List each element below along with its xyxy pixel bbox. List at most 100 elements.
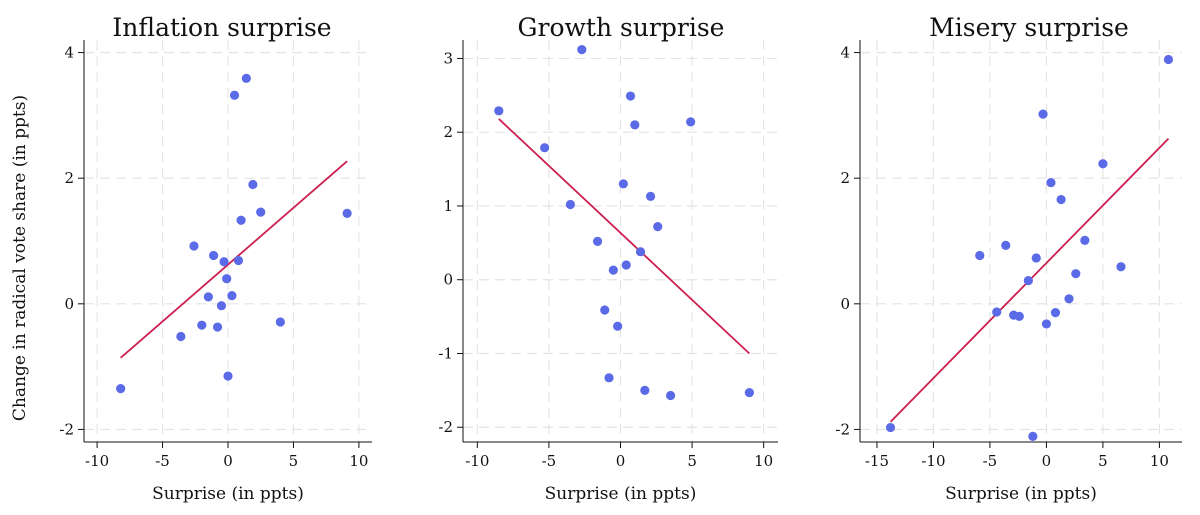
scatter-point	[494, 106, 504, 116]
fit-line	[120, 160, 348, 359]
scatter-point	[666, 390, 676, 401]
x-tick-label: -5	[983, 452, 998, 470]
scatter-point	[233, 255, 244, 266]
x-tick-label: -10	[465, 452, 489, 470]
scatter-point	[540, 143, 550, 153]
scatter-point	[1023, 275, 1033, 286]
fit-line	[498, 118, 750, 355]
scatter-point	[565, 199, 575, 210]
scatter-point	[256, 207, 266, 217]
scatter-point	[1071, 269, 1081, 279]
x-axis-label: Surprise (in ppts)	[945, 484, 1097, 504]
scatter-point	[744, 387, 754, 398]
scatter-point	[625, 91, 636, 101]
scatter-point	[248, 179, 258, 190]
y-tick-label: 2	[443, 123, 453, 141]
x-tick-label: 10	[1150, 452, 1169, 470]
scatter-point	[600, 305, 610, 315]
scatter-point	[342, 208, 352, 218]
y-tick-label: 0	[64, 295, 74, 313]
scatter-point	[222, 274, 232, 284]
x-tick-label: 10	[754, 452, 773, 470]
scatter-point	[992, 307, 1002, 317]
scatter-point	[189, 241, 199, 251]
scatter-point	[209, 250, 219, 261]
scatter-point	[275, 317, 285, 327]
scatter-point	[212, 322, 223, 332]
x-tick-label: 5	[1098, 452, 1108, 470]
y-tick-label: -1	[438, 344, 453, 362]
scatter-point	[640, 385, 650, 395]
scatter-point	[635, 247, 646, 257]
scatter-point	[219, 257, 229, 267]
scatter-point	[1116, 262, 1126, 272]
scatter-point	[1046, 177, 1056, 188]
scatter-point	[1041, 319, 1052, 329]
y-axis-label: Change in radical vote share (in ppts)	[10, 95, 30, 421]
x-tick-label: -10	[85, 452, 109, 470]
scatter-point	[592, 236, 603, 246]
x-tick-label: 10	[349, 452, 368, 470]
scatter-point	[1050, 308, 1061, 318]
x-axis-label: Surprise (in ppts)	[152, 484, 304, 504]
y-tick-label: 2	[840, 169, 850, 187]
scatter-point	[577, 44, 587, 55]
x-tick-label: 0	[1042, 452, 1052, 470]
scatter-point	[1038, 109, 1048, 119]
scatter-point	[608, 265, 618, 275]
scatter-point	[216, 301, 227, 311]
scatter-point	[653, 222, 663, 232]
scatter-point	[241, 73, 251, 83]
y-tick-label: -2	[835, 420, 850, 438]
x-tick-label: -10	[921, 452, 945, 470]
scatter-point	[1056, 194, 1066, 205]
x-axis-label: Surprise (in ppts)	[545, 484, 697, 504]
scatter-point	[1080, 235, 1090, 245]
scatter-point	[1098, 159, 1108, 169]
panel-inflation-surprise: -10 -5 0 5 10 -2 0 2 4 Inflation surprise Surprise…	[59, 13, 372, 504]
scatter-point	[227, 291, 237, 301]
x-tick-label: 5	[687, 452, 697, 470]
scatter-point	[229, 90, 240, 100]
scatter-point	[885, 422, 896, 433]
scatter-point	[1014, 311, 1024, 321]
scatter-point	[176, 331, 186, 342]
scatter-point	[1064, 294, 1074, 304]
y-tick-label: 4	[64, 44, 74, 62]
y-tick-label: 0	[443, 271, 453, 289]
x-tick-label: -5	[155, 452, 170, 470]
scatter-point	[975, 250, 985, 261]
scatter-point	[236, 215, 246, 225]
panel-title: Misery surprise	[929, 13, 1129, 42]
scatter-point	[197, 320, 207, 330]
scatter-point	[1163, 54, 1174, 65]
y-tick-label: 0	[840, 295, 850, 313]
x-tick-label: -5	[542, 452, 557, 470]
x-tick-label: -15	[865, 452, 889, 470]
panel-misery-surprise: -15 -10 -5 0 5 10 -2 0 2 4 Misery surprise Surprise…	[835, 13, 1182, 504]
x-tick-label: 0	[223, 452, 233, 470]
scatter-point	[604, 373, 614, 383]
scatter-point	[618, 179, 628, 189]
y-tick-label: 3	[443, 49, 453, 67]
panel-title: Growth surprise	[518, 13, 725, 42]
y-tick-label: -2	[59, 420, 74, 438]
scatter-point	[1031, 253, 1041, 263]
scatter-point	[1001, 240, 1011, 250]
x-tick-label: 0	[616, 452, 626, 470]
scatter-point	[621, 260, 631, 270]
x-tick-label: 5	[289, 452, 299, 470]
scatter-point	[645, 191, 656, 201]
y-tick-label: -2	[438, 418, 453, 436]
y-tick-label: 4	[840, 44, 850, 62]
scatter-point	[203, 292, 213, 302]
y-tick-label: 2	[64, 169, 74, 187]
scatter-point	[1028, 431, 1038, 441]
scatter-point	[613, 321, 623, 331]
scatter-point	[223, 371, 233, 381]
scatter-point	[630, 120, 640, 130]
y-tick-label: 1	[443, 197, 453, 215]
panel-title: Inflation surprise	[112, 13, 331, 42]
